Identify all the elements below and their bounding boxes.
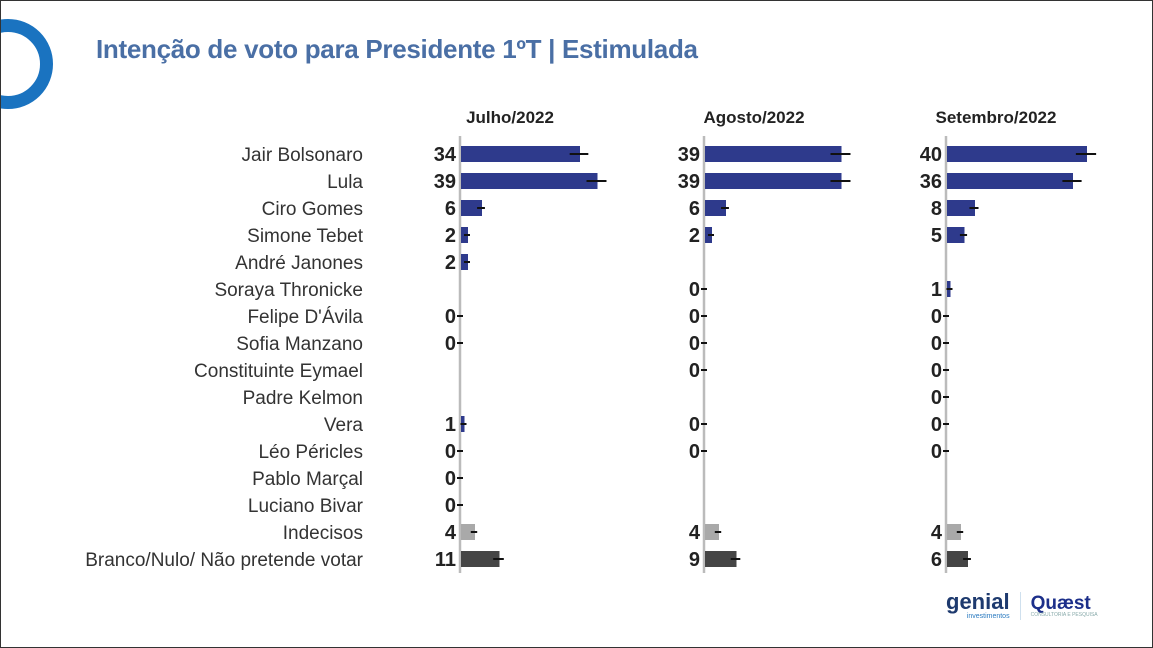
data-label: 0 (689, 414, 700, 436)
data-label: 0 (445, 333, 456, 355)
data-label: 0 (689, 333, 700, 355)
category-label: Indecisos (283, 523, 363, 544)
bar (705, 524, 719, 540)
category-label: André Janones (235, 253, 363, 274)
logo-divider (1019, 591, 1021, 620)
bar (705, 200, 726, 216)
data-label: 0 (689, 306, 700, 328)
category-label: Léo Péricles (258, 442, 363, 463)
bar (947, 146, 1087, 162)
quaest-logo-text: Quæst (1030, 592, 1091, 614)
data-label: 0 (689, 279, 700, 301)
data-label: 0 (445, 441, 456, 463)
data-label: 2 (445, 252, 456, 274)
bar (947, 227, 965, 243)
category-label: Lula (327, 172, 363, 193)
category-label: Constituinte Eymael (194, 361, 363, 382)
category-label: Luciano Bivar (248, 496, 364, 517)
category-label: Branco/Nulo/ Não pretende votar (85, 550, 363, 571)
bar (461, 173, 598, 189)
data-label: 0 (445, 468, 456, 490)
data-label: 4 (445, 522, 457, 544)
data-label: 9 (689, 549, 700, 571)
quaest-logo-sub: CONSULTORIA E PESQUISA (1030, 611, 1098, 618)
data-label: 1 (445, 414, 456, 436)
category-label: Simone Tebet (247, 226, 364, 247)
data-label: 39 (678, 144, 700, 166)
bar (947, 524, 961, 540)
series-header: Setembro/2022 (936, 108, 1057, 127)
data-label: 2 (689, 225, 700, 247)
category-label: Felipe D'Ávila (247, 307, 363, 328)
bar (461, 524, 475, 540)
data-label: 36 (920, 171, 942, 193)
data-label: 39 (434, 171, 456, 193)
data-label: 0 (931, 306, 942, 328)
data-label: 0 (931, 441, 942, 463)
page-title: Intenção de voto para Presidente 1ºT | E… (96, 34, 698, 64)
bar (461, 551, 500, 567)
bar (705, 146, 842, 162)
quaest-logo: Quæst CONSULTORIA E PESQUISA (1031, 594, 1098, 618)
bar (947, 200, 975, 216)
data-label: 0 (931, 360, 942, 382)
data-label: 4 (689, 522, 701, 544)
bar (947, 173, 1073, 189)
genial-logo: genial investimentos (946, 589, 1010, 621)
data-label: 1 (931, 279, 942, 301)
data-label: 40 (920, 144, 942, 166)
data-label: 6 (931, 549, 942, 571)
category-label: Pablo Marçal (252, 469, 363, 490)
category-label: Soraya Thronicke (214, 280, 363, 301)
bar (705, 173, 842, 189)
data-label: 11 (435, 549, 456, 571)
series-header: Agosto/2022 (703, 108, 804, 127)
data-label: 0 (689, 441, 700, 463)
bar (947, 551, 968, 567)
genial-logo-sub: investimentos (966, 613, 1010, 620)
data-label: 0 (931, 414, 942, 436)
bar (461, 146, 580, 162)
data-label: 0 (445, 495, 456, 517)
bar (461, 200, 482, 216)
data-label: 0 (931, 333, 942, 355)
data-label: 34 (434, 144, 457, 166)
data-label: 8 (931, 198, 942, 220)
category-label: Ciro Gomes (262, 199, 363, 220)
category-label: Padre Kelmon (243, 388, 363, 409)
data-label: 0 (445, 306, 456, 328)
series-header: Julho/2022 (466, 108, 554, 127)
data-label: 39 (678, 171, 700, 193)
data-label: 2 (445, 225, 456, 247)
category-label: Sofia Manzano (236, 334, 363, 355)
category-label: Jair Bolsonaro (242, 145, 363, 166)
brand-logos: genial investimentos Quæst CONSULTORIA E P… (946, 589, 1098, 621)
bar (705, 551, 737, 567)
data-label: 0 (931, 387, 942, 409)
data-label: 0 (689, 360, 700, 382)
data-label: 6 (689, 198, 700, 220)
genial-logo-text: genial (946, 589, 1010, 614)
data-label: 6 (445, 198, 456, 220)
data-label: 5 (931, 225, 942, 247)
category-label: Vera (324, 415, 364, 436)
data-label: 4 (931, 522, 943, 544)
